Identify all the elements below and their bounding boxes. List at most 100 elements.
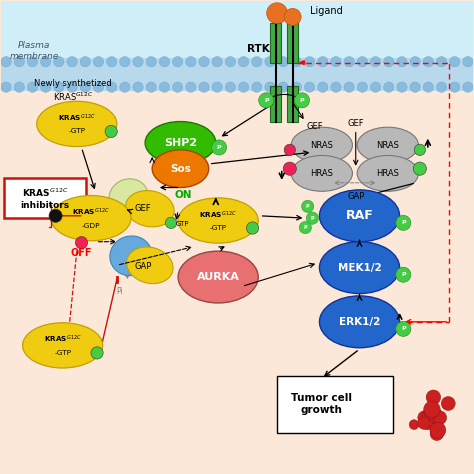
Circle shape bbox=[430, 422, 446, 438]
Text: P: P bbox=[310, 216, 314, 221]
Text: -GTP: -GTP bbox=[68, 128, 85, 135]
FancyBboxPatch shape bbox=[1, 58, 473, 91]
Circle shape bbox=[422, 419, 433, 430]
Text: Plasma
membrane: Plasma membrane bbox=[10, 41, 59, 61]
Text: KRAS$^{G12C}$
inhibitors: KRAS$^{G12C}$ inhibitors bbox=[20, 187, 70, 210]
Text: P: P bbox=[300, 98, 304, 103]
Circle shape bbox=[370, 56, 381, 67]
Circle shape bbox=[428, 408, 442, 422]
FancyBboxPatch shape bbox=[277, 376, 392, 433]
Circle shape bbox=[318, 82, 328, 92]
Text: NRAS: NRAS bbox=[376, 141, 399, 150]
Circle shape bbox=[14, 56, 25, 67]
Circle shape bbox=[159, 82, 170, 92]
Circle shape bbox=[211, 140, 227, 155]
Circle shape bbox=[396, 267, 411, 282]
Ellipse shape bbox=[109, 179, 148, 215]
Circle shape bbox=[186, 82, 196, 92]
Circle shape bbox=[159, 56, 170, 67]
Circle shape bbox=[107, 82, 117, 92]
Circle shape bbox=[278, 82, 288, 92]
Circle shape bbox=[418, 411, 432, 425]
Ellipse shape bbox=[178, 198, 258, 243]
Circle shape bbox=[27, 82, 37, 92]
FancyBboxPatch shape bbox=[287, 86, 298, 121]
Circle shape bbox=[383, 56, 394, 67]
Ellipse shape bbox=[319, 190, 400, 242]
Circle shape bbox=[430, 427, 444, 440]
Circle shape bbox=[331, 56, 341, 67]
Circle shape bbox=[441, 397, 455, 410]
Circle shape bbox=[93, 82, 104, 92]
Text: NRAS: NRAS bbox=[310, 141, 333, 150]
Text: GTP: GTP bbox=[176, 221, 190, 227]
Circle shape bbox=[284, 9, 301, 26]
Circle shape bbox=[54, 56, 64, 67]
FancyBboxPatch shape bbox=[1, 67, 473, 473]
Text: GEF: GEF bbox=[306, 122, 323, 131]
Circle shape bbox=[1, 82, 11, 92]
Circle shape bbox=[49, 209, 62, 222]
Text: Tumor cell
growth: Tumor cell growth bbox=[291, 393, 352, 415]
Text: -GTP: -GTP bbox=[210, 225, 227, 231]
Circle shape bbox=[425, 408, 436, 419]
Text: Ligand: Ligand bbox=[310, 6, 343, 16]
Circle shape bbox=[299, 221, 311, 234]
FancyBboxPatch shape bbox=[1, 1, 473, 67]
Circle shape bbox=[212, 82, 222, 92]
Circle shape bbox=[238, 56, 249, 67]
Circle shape bbox=[146, 56, 156, 67]
Circle shape bbox=[463, 56, 473, 67]
Circle shape bbox=[40, 82, 51, 92]
Circle shape bbox=[357, 56, 367, 67]
Ellipse shape bbox=[357, 127, 419, 163]
Circle shape bbox=[1, 56, 11, 67]
Text: KRAS$^{G12C}$: KRAS$^{G12C}$ bbox=[58, 113, 96, 124]
Circle shape bbox=[306, 212, 319, 224]
Circle shape bbox=[186, 56, 196, 67]
Text: Sos: Sos bbox=[170, 164, 191, 173]
Ellipse shape bbox=[178, 251, 258, 303]
Circle shape bbox=[437, 56, 447, 67]
Circle shape bbox=[304, 82, 315, 92]
Circle shape bbox=[291, 56, 301, 67]
Text: RTK: RTK bbox=[247, 44, 270, 54]
Circle shape bbox=[294, 93, 310, 108]
Text: P: P bbox=[401, 272, 406, 277]
Circle shape bbox=[259, 93, 274, 108]
Circle shape bbox=[278, 56, 288, 67]
Circle shape bbox=[173, 56, 183, 67]
Circle shape bbox=[225, 56, 236, 67]
Circle shape bbox=[107, 56, 117, 67]
Circle shape bbox=[424, 411, 436, 422]
Circle shape bbox=[397, 82, 407, 92]
Circle shape bbox=[54, 82, 64, 92]
Circle shape bbox=[173, 82, 183, 92]
Circle shape bbox=[119, 82, 130, 92]
Circle shape bbox=[246, 222, 259, 234]
Text: ON: ON bbox=[174, 190, 191, 200]
Ellipse shape bbox=[291, 155, 353, 191]
Text: KRAS$^{G12C}$: KRAS$^{G12C}$ bbox=[44, 334, 82, 346]
Circle shape bbox=[14, 82, 25, 92]
Text: P: P bbox=[303, 225, 307, 230]
Circle shape bbox=[357, 82, 367, 92]
Text: KRAS$^{G12C}$: KRAS$^{G12C}$ bbox=[199, 209, 237, 220]
Circle shape bbox=[267, 3, 287, 24]
Text: GAP: GAP bbox=[347, 192, 365, 201]
Circle shape bbox=[146, 82, 156, 92]
Text: P: P bbox=[217, 145, 221, 150]
Circle shape bbox=[437, 82, 447, 92]
Circle shape bbox=[199, 56, 209, 67]
Circle shape bbox=[344, 56, 355, 67]
Text: HRAS: HRAS bbox=[376, 169, 399, 178]
Circle shape bbox=[91, 347, 103, 359]
Circle shape bbox=[80, 56, 91, 67]
FancyBboxPatch shape bbox=[287, 23, 298, 63]
Circle shape bbox=[423, 82, 434, 92]
Circle shape bbox=[449, 56, 460, 67]
Text: -GTP: -GTP bbox=[54, 350, 71, 356]
Ellipse shape bbox=[23, 323, 103, 368]
Text: GAP: GAP bbox=[134, 262, 152, 271]
Circle shape bbox=[199, 82, 209, 92]
